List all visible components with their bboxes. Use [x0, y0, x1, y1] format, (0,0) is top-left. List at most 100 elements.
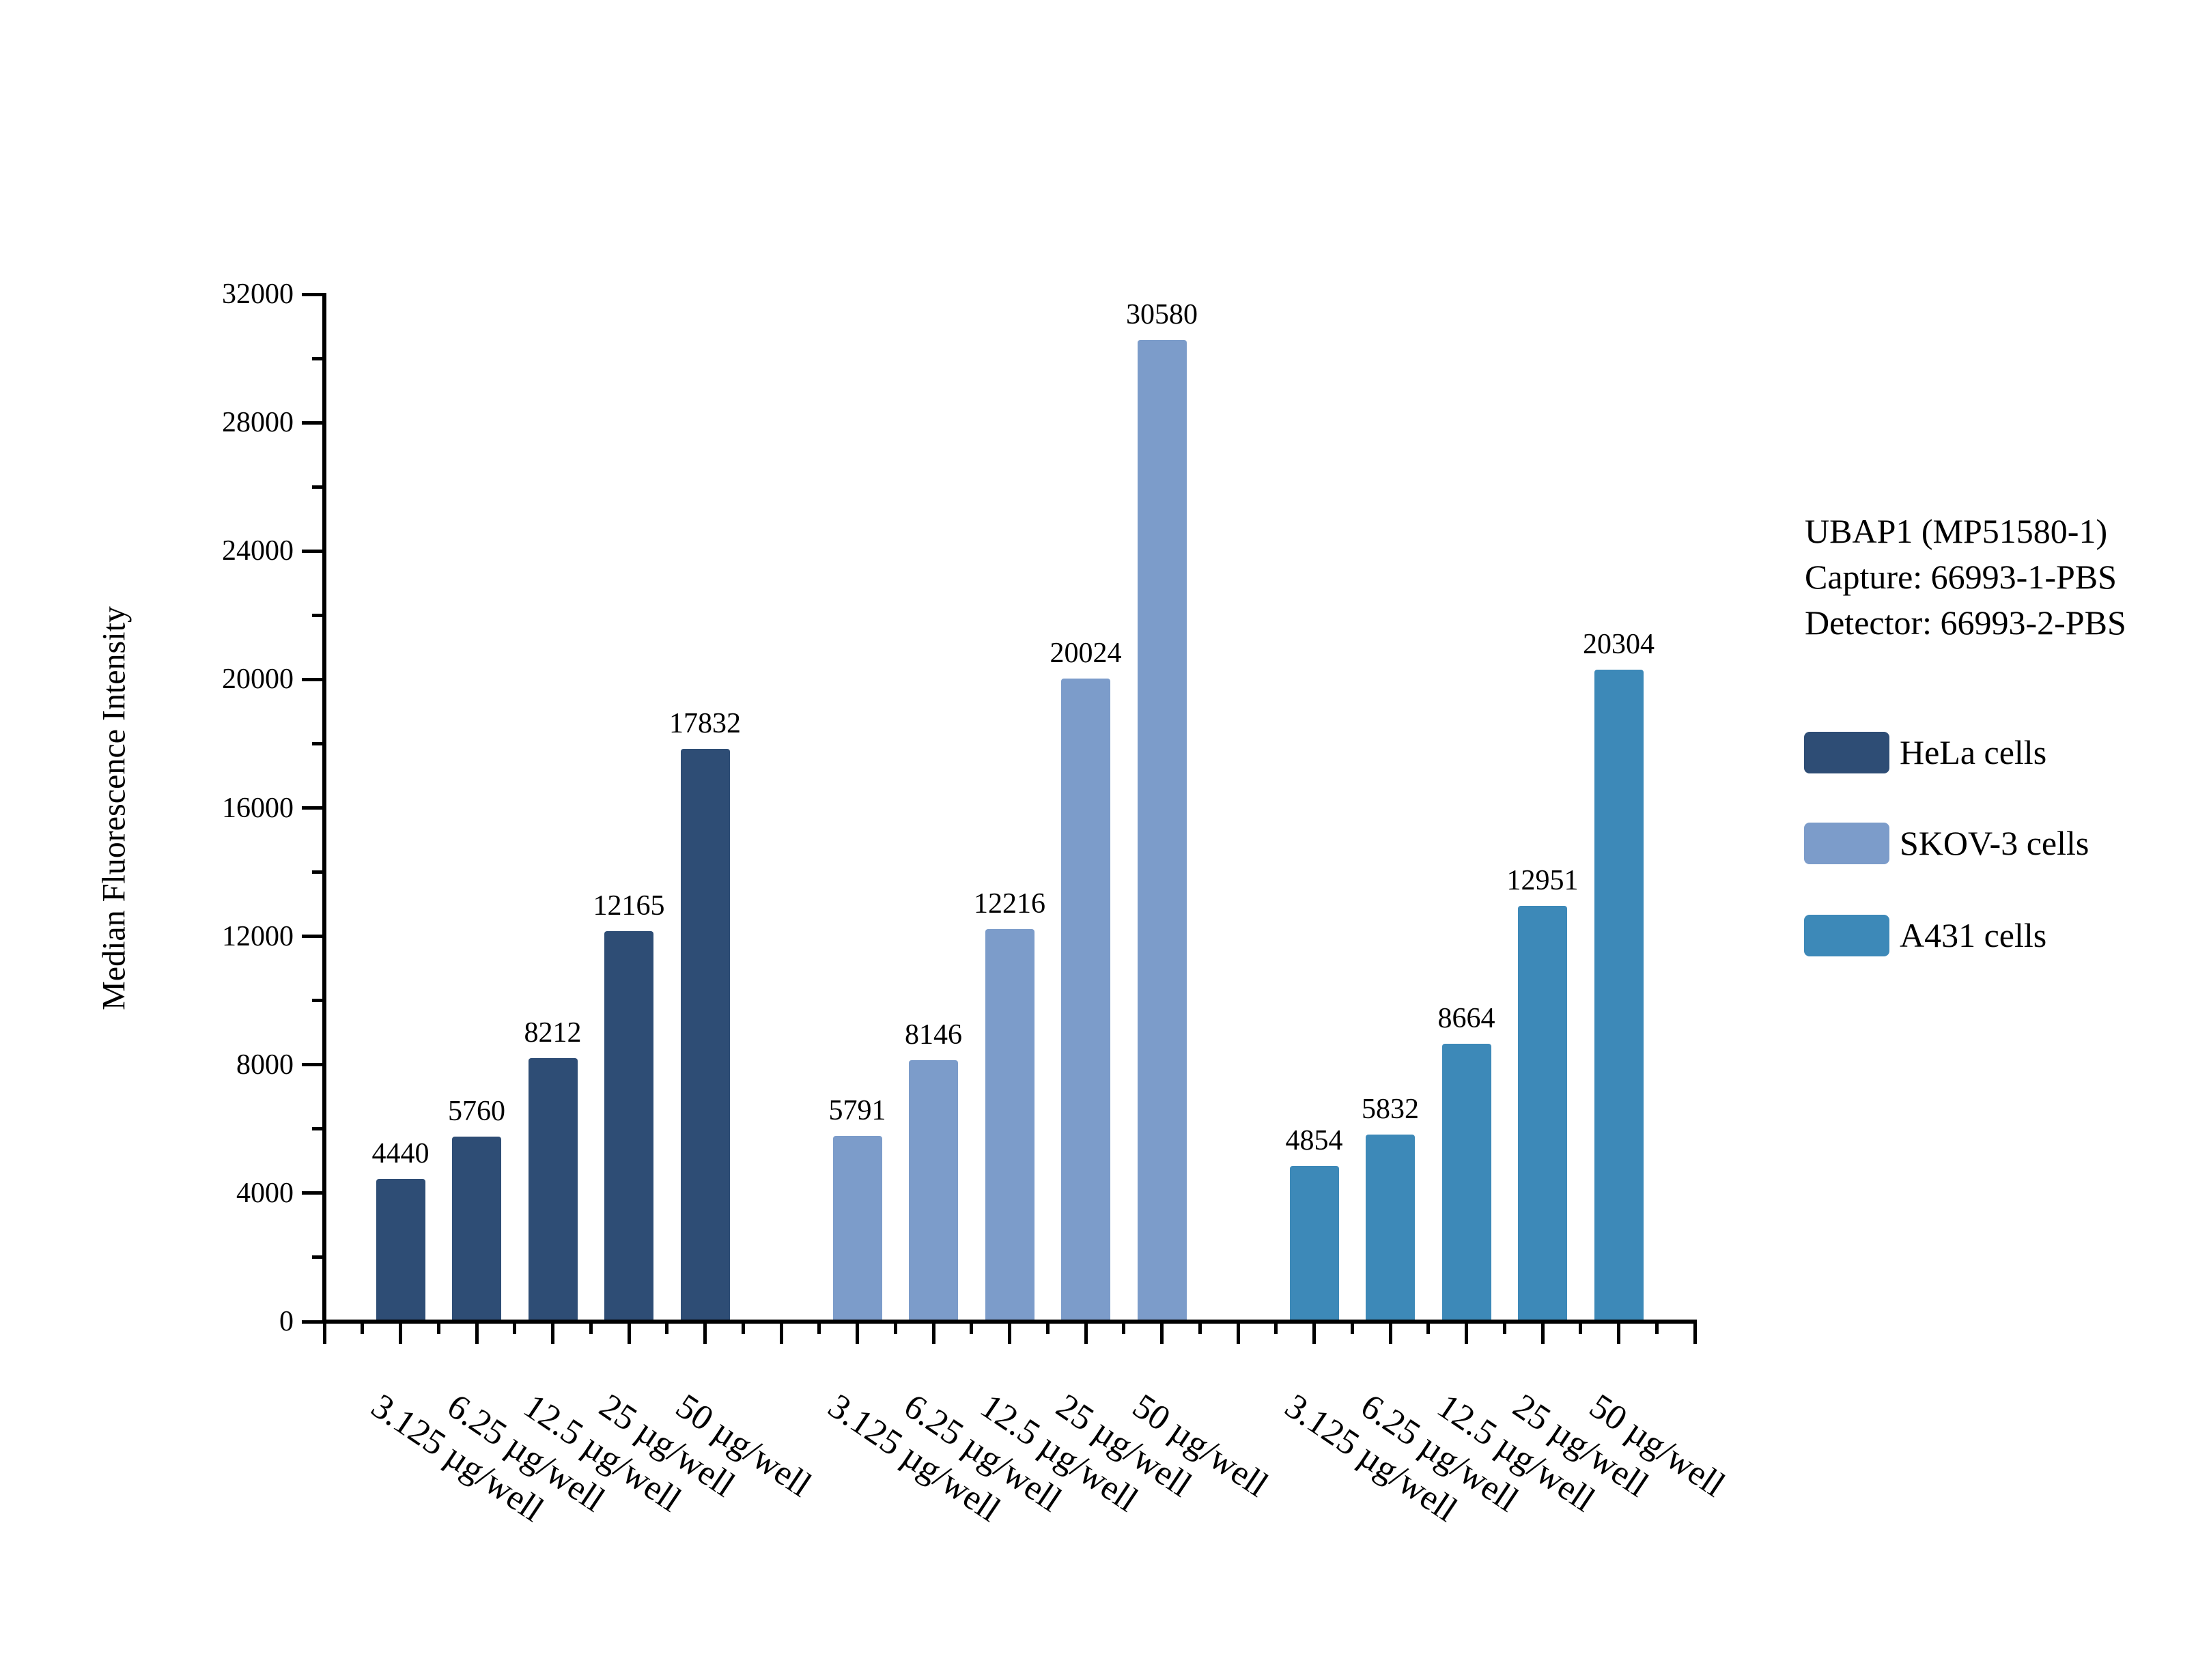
y-axis-tick-label: 28000 [222, 407, 294, 439]
legend-swatch-hela-cells [1804, 732, 1889, 773]
x-axis-minor-tick [1579, 1324, 1583, 1334]
legend-label: HeLa cells [1900, 733, 2047, 771]
x-axis-minor-tick [1502, 1324, 1506, 1334]
bar-a431-cells-4 [1518, 905, 1567, 1320]
y-axis-major-tick [302, 1063, 322, 1067]
y-axis-minor-tick [312, 870, 322, 874]
legend-swatch-a431-cells [1804, 915, 1889, 956]
bar-hela-cells-5 [680, 749, 730, 1320]
bar-value-label: 5832 [1362, 1093, 1419, 1125]
bar-value-label: 30580 [1126, 298, 1198, 330]
x-axis-major-tick [1465, 1324, 1468, 1344]
x-axis-minor-tick [436, 1324, 440, 1334]
y-axis-major-tick [302, 677, 322, 681]
y-axis-major-tick [302, 421, 322, 425]
bar-skov-3-cells-1 [832, 1135, 882, 1320]
x-axis-major-tick [322, 1324, 326, 1344]
y-axis-tick-label: 0 [279, 1306, 294, 1337]
y-axis-major-tick [302, 549, 322, 553]
y-axis-minor-tick [312, 1127, 322, 1131]
y-axis-major-tick [302, 1320, 322, 1324]
x-axis-minor-tick [1426, 1324, 1431, 1334]
bar-value-label: 20024 [1050, 638, 1122, 670]
x-axis-major-tick [1312, 1324, 1316, 1344]
x-axis-minor-tick [589, 1324, 593, 1334]
x-axis-major-tick [1388, 1324, 1392, 1344]
y-axis-major-tick [302, 935, 322, 939]
x-axis-major-tick [1160, 1324, 1164, 1344]
y-axis-minor-tick [312, 741, 322, 745]
y-axis-tick-label: 24000 [222, 535, 294, 567]
bar-value-label: 4854 [1285, 1124, 1343, 1156]
y-axis-minor-tick [312, 1255, 322, 1259]
bar-value-label: 12951 [1506, 864, 1579, 896]
y-axis-minor-tick [312, 356, 322, 360]
bar-a431-cells-5 [1594, 670, 1644, 1320]
bar-hela-cells-2 [452, 1137, 501, 1320]
chart-title-line-3: Detector: 66993-2-PBS [1805, 603, 2126, 642]
bar-value-label: 17832 [669, 708, 741, 740]
x-axis-minor-tick [665, 1324, 669, 1334]
x-axis-minor-tick [1198, 1324, 1202, 1334]
bar-value-label: 12216 [974, 888, 1045, 920]
bar-hela-cells-3 [528, 1057, 578, 1320]
bar-value-label: 8664 [1437, 1002, 1495, 1034]
bar-hela-cells-4 [604, 930, 653, 1320]
chart-title-line-2: Capture: 66993-1-PBS [1805, 558, 2117, 596]
y-axis-major-tick [302, 1191, 322, 1195]
x-axis-minor-tick [1274, 1324, 1278, 1334]
legend-label: SKOV-3 cells [1900, 824, 2089, 862]
x-axis-line [322, 1320, 1697, 1324]
x-axis-minor-tick [1122, 1324, 1126, 1334]
x-axis-minor-tick [361, 1324, 365, 1334]
bar-hela-cells-1 [376, 1179, 425, 1320]
y-axis-major-tick [302, 806, 322, 810]
legend-label: A431 cells [1900, 916, 2047, 954]
bar-value-label: 4440 [371, 1138, 430, 1170]
x-axis-major-tick [627, 1324, 631, 1344]
y-axis-tick-label: 20000 [222, 664, 294, 696]
legend-swatch-skov-3-cells [1804, 823, 1889, 864]
x-axis-minor-tick [741, 1324, 745, 1334]
x-axis-major-tick [1617, 1324, 1620, 1344]
chart-title-line-1: UBAP1 (MP51580-1) [1805, 512, 2108, 550]
bar-skov-3-cells-4 [1061, 679, 1110, 1320]
bar-a431-cells-1 [1289, 1165, 1339, 1320]
x-axis-minor-tick [893, 1324, 897, 1334]
y-axis-tick-label: 12000 [222, 920, 294, 952]
x-axis-major-tick [399, 1324, 402, 1344]
x-axis-major-tick [1008, 1324, 1011, 1344]
x-axis-major-tick [1693, 1324, 1697, 1344]
y-axis-tick-label: 32000 [222, 279, 294, 310]
y-axis-minor-tick [312, 999, 322, 1003]
x-axis-major-tick [475, 1324, 479, 1344]
x-axis-minor-tick [1350, 1324, 1354, 1334]
x-axis-major-tick [551, 1324, 554, 1344]
bar-value-label: 12165 [593, 889, 665, 922]
y-axis-tick-label: 8000 [236, 1049, 294, 1081]
x-axis-minor-tick [970, 1324, 974, 1334]
y-axis-major-tick [302, 292, 322, 296]
bar-a431-cells-2 [1366, 1134, 1415, 1320]
bar-value-label: 5760 [448, 1096, 505, 1128]
bar-skov-3-cells-3 [985, 929, 1034, 1320]
x-axis-major-tick [703, 1324, 707, 1344]
y-axis-tick-label: 4000 [236, 1177, 294, 1209]
x-axis-minor-tick [513, 1324, 517, 1334]
chart-title-block: UBAP1 (MP51580-1) Capture: 66993-1-PBS D… [1805, 509, 2126, 646]
y-axis-minor-tick [312, 485, 322, 489]
bar-skov-3-cells-2 [909, 1059, 958, 1320]
x-axis-major-tick [1540, 1324, 1545, 1344]
y-axis-tick-label: 16000 [222, 792, 294, 824]
bar-value-label: 8212 [524, 1016, 582, 1049]
x-axis-major-tick [779, 1324, 783, 1344]
bar-value-label: 8146 [905, 1019, 962, 1051]
x-axis-major-tick [856, 1324, 859, 1344]
y-axis-minor-tick [312, 613, 322, 617]
y-axis-line [322, 293, 326, 1324]
x-axis-minor-tick [817, 1324, 821, 1334]
bar-value-label: 20304 [1583, 629, 1655, 661]
